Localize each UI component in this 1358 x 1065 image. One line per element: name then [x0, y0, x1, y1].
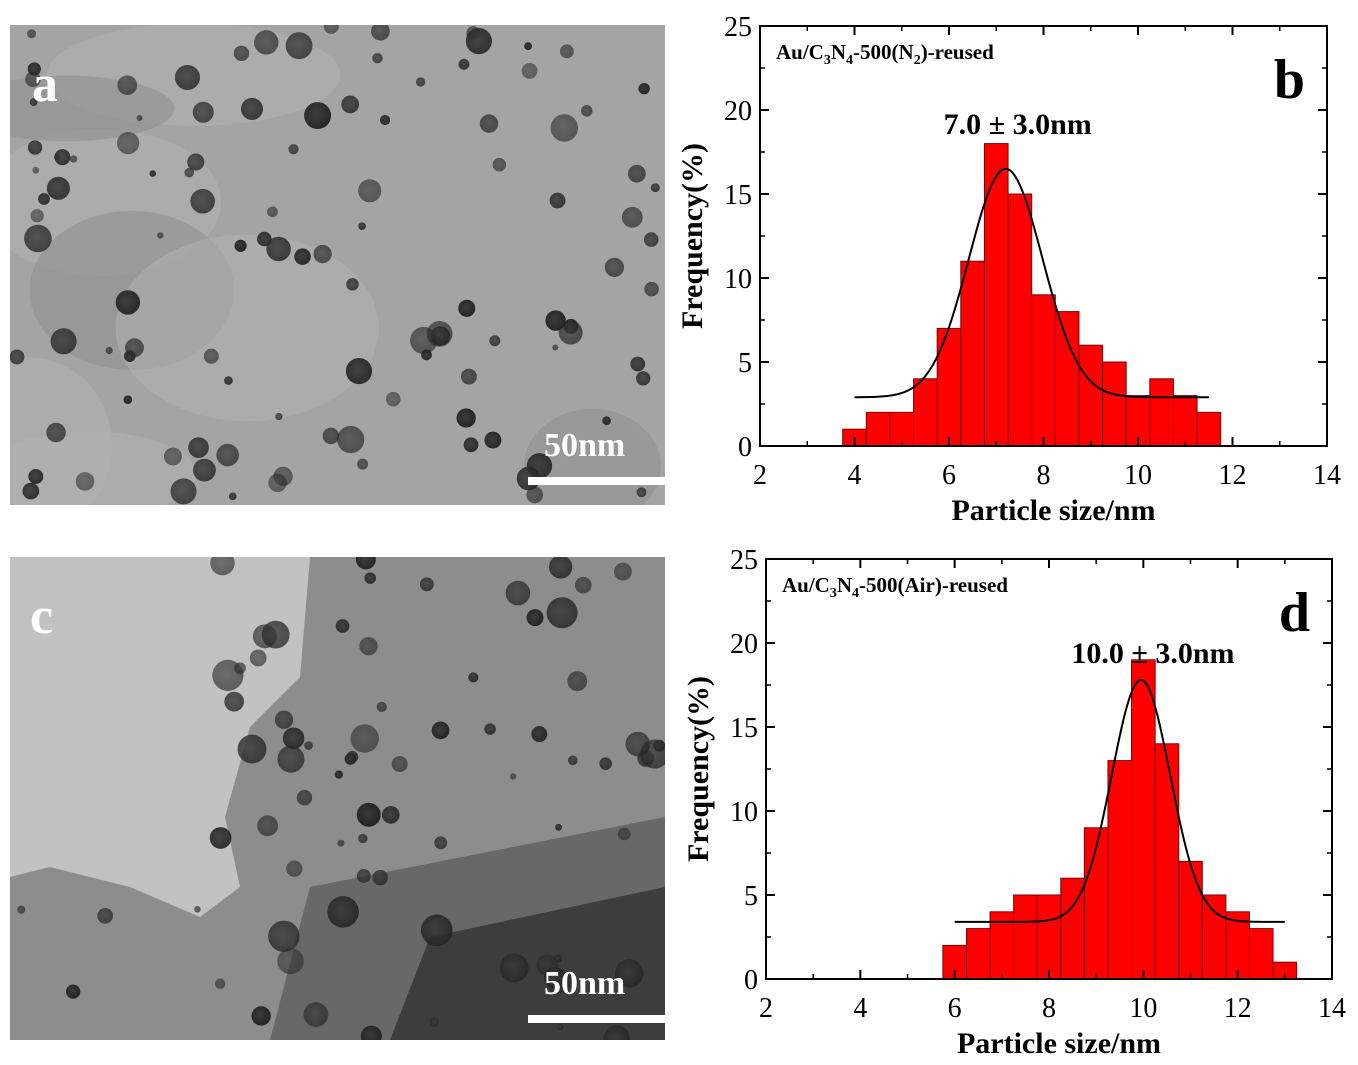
histogram-bar	[1154, 743, 1180, 980]
tem-micrograph-c	[10, 557, 665, 1040]
histogram-bar	[1149, 378, 1174, 447]
histogram-b-svg: 2 4 6 8 10 12 14 0 5 10 15 20 25 Particle size/nm Freq…	[676, 12, 1341, 527]
histogram-bar	[1196, 411, 1222, 447]
x-tick-label: 6	[948, 993, 962, 1024]
x-tick-label: 10	[1124, 460, 1152, 491]
x-axis-label: Particle size/nm	[957, 1027, 1161, 1060]
x-tick-label: 4	[848, 460, 862, 491]
y-tick-label: 20	[724, 96, 752, 127]
histogram-bar	[1078, 344, 1104, 447]
histogram-bar	[1031, 294, 1056, 447]
histogram-bar	[1131, 659, 1156, 980]
tem-micrograph-a	[10, 25, 665, 505]
y-tick-label: 25	[724, 12, 752, 43]
histogram-bar	[1172, 395, 1198, 447]
x-tick-label: 8	[1037, 460, 1051, 491]
histogram-bar	[889, 411, 915, 447]
histogram-b: 2 4 6 8 10 12 14 0 5 10 15 20 25 Particle size/nm Freq…	[675, 8, 1355, 530]
x-tick-label: 14	[1318, 993, 1346, 1024]
y-tick-label: 20	[730, 629, 758, 660]
tem-image-c: c 50nm	[10, 557, 665, 1040]
histogram-bar	[1107, 760, 1133, 980]
x-tick-label: 12	[1224, 993, 1252, 1024]
histogram-d-svg: 2 4 6 8 10 12 14 0 5 10 15 20 25 Particle size/nm Freq…	[682, 545, 1346, 1060]
scale-bar-c	[528, 1015, 665, 1023]
y-tick-label: 5	[738, 348, 752, 379]
histogram-bar	[1248, 928, 1274, 980]
histogram-bar	[1201, 894, 1227, 980]
histogram-bar	[983, 143, 1009, 447]
histogram-bar	[865, 411, 891, 447]
histogram-d: 2 4 6 8 10 12 14 0 5 10 15 20 25 Particle size/nm Freq…	[675, 540, 1355, 1060]
x-tick-label: 6	[942, 460, 956, 491]
size-annotation: 7.0 ± 3.0nm	[944, 108, 1092, 141]
histogram-bar	[960, 260, 985, 447]
scale-bar-label-a: 50nm	[544, 427, 626, 464]
size-annotation: 10.0 ± 3.0nm	[1071, 637, 1234, 670]
x-axis-label: Particle size/nm	[951, 494, 1155, 527]
y-tick-label: 0	[744, 965, 758, 996]
x-tick-label: 2	[759, 993, 773, 1024]
histogram-bar	[1036, 894, 1062, 980]
scale-bar-a	[528, 477, 665, 485]
x-tick-label: 4	[853, 993, 867, 1024]
x-tick-label: 8	[1042, 993, 1056, 1024]
histogram-bar	[1178, 860, 1203, 980]
scale-bar-label-c: 50nm	[544, 965, 626, 1002]
panel-letter-a: a	[32, 56, 58, 113]
x-tick-label: 12	[1219, 460, 1247, 491]
gaussian-fit-line	[954, 678, 1285, 923]
panel-letter: d	[1279, 582, 1310, 644]
y-tick-label: 10	[730, 797, 758, 828]
y-axis-label: Frequency(%)	[682, 676, 715, 862]
histogram-bar	[913, 378, 938, 447]
y-tick-label: 25	[730, 545, 758, 576]
y-axis-label: Frequency(%)	[676, 143, 709, 329]
y-tick-label: 5	[744, 881, 758, 912]
panel-letter-c: c	[30, 588, 54, 645]
y-tick-label: 15	[730, 713, 758, 744]
x-tick-label: 14	[1313, 460, 1341, 491]
legend-entry: Au/C3​N4​-500(Air)-reused	[782, 573, 1008, 601]
histogram-bar	[936, 327, 962, 447]
panel-letter: b	[1274, 49, 1305, 111]
y-tick-label: 15	[724, 180, 752, 211]
legend-entry: Au/C3​N4​-500(N2​)-reused	[776, 40, 994, 68]
histogram-bar	[1054, 311, 1080, 447]
tem-image-a: a 50nm	[10, 25, 665, 505]
histogram-bar	[1102, 361, 1127, 447]
y-tick-label: 10	[724, 264, 752, 295]
y-tick-label: 0	[738, 432, 752, 463]
histogram-bar	[1013, 894, 1038, 980]
gaussian-fit-line	[854, 167, 1209, 399]
histogram-bar	[1007, 193, 1033, 447]
x-tick-label: 10	[1129, 993, 1157, 1024]
x-tick-label: 2	[753, 460, 767, 491]
histogram-bar	[965, 928, 991, 980]
